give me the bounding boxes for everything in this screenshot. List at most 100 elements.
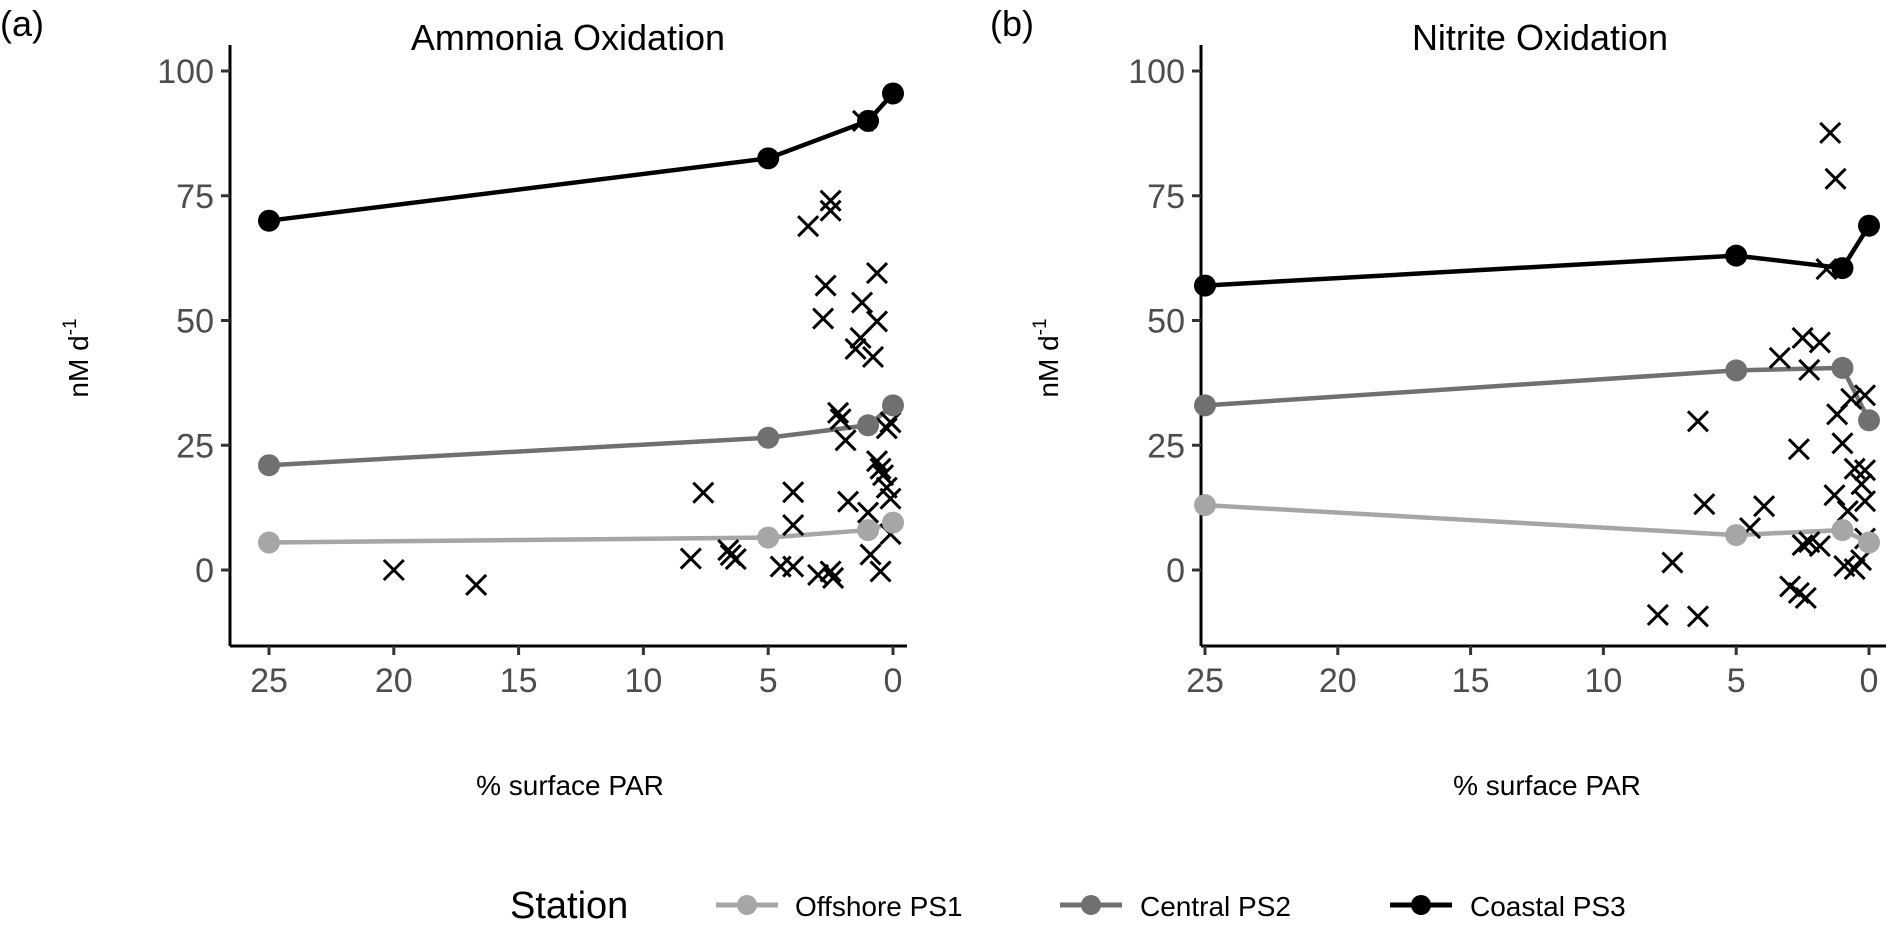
x-tick-label: 10 (1584, 662, 1622, 700)
legend-label: Offshore PS1 (795, 891, 963, 922)
y-axis-label: nM d-1 (1030, 318, 1064, 397)
y-tick-label: 100 (1128, 53, 1185, 91)
legend-title: Station (510, 885, 628, 927)
data-point-cross (1686, 410, 1710, 433)
y-tick-label: 50 (176, 303, 214, 341)
chart-title: Ammonia Oxidation (411, 17, 725, 58)
y-tick-label: 0 (195, 552, 214, 590)
legend-label: Central PS2 (1140, 891, 1291, 922)
series-line-offshore-ps1 (268, 520, 894, 545)
series-marker-coastal-ps3 (1725, 244, 1748, 267)
data-point-cross (849, 326, 872, 350)
series-marker-offshore-ps1 (1194, 494, 1216, 517)
data-point-cross (869, 457, 892, 480)
data-point-cross (819, 199, 842, 222)
series-marker-offshore-ps1 (757, 526, 780, 549)
legend-item-offshore: Offshore PS1 (716, 891, 963, 922)
x-tick-label: 15 (500, 662, 538, 700)
x-tick-label: 25 (250, 662, 288, 700)
legend-item-coastal: Coastal PS3 (1390, 891, 1626, 922)
data-point-cross (1798, 358, 1821, 381)
series-marker-central-ps2 (1194, 394, 1216, 417)
x-axis-label: % surface PAR (1453, 770, 1641, 801)
data-point-cross (719, 543, 742, 567)
data-point-cross (692, 481, 715, 504)
data-point-cross (837, 490, 860, 513)
data-point-cross (1661, 551, 1684, 574)
data-point-cross (782, 555, 805, 578)
panel-nitrite-oxidation: (b) Nitrite Oxidation % surface PAR nM d… (990, 3, 1886, 801)
data-point-cross (465, 573, 488, 597)
data-point-cross (819, 189, 842, 212)
series-marker-coastal-ps3 (258, 209, 280, 232)
series-marker-coastal-ps3 (1194, 274, 1216, 297)
x-tick-label: 20 (1319, 662, 1357, 700)
y-axis-label-text: nM d (63, 335, 94, 397)
x-tick-label: 25 (1186, 662, 1224, 700)
data-point-cross (869, 560, 892, 583)
data-point-cross (871, 464, 895, 487)
y-tick-label: 25 (1147, 427, 1185, 465)
data-point-cross (1646, 603, 1669, 626)
panel-label: (a) (0, 3, 44, 44)
data-point-cross (875, 417, 898, 440)
series-marker-coastal-ps3 (882, 82, 904, 105)
panel-label: (b) (990, 3, 1034, 44)
data-point-cross (819, 560, 842, 583)
series-marker-central-ps2 (757, 426, 780, 449)
data-point-cross (782, 514, 805, 537)
data-point-cross (1819, 121, 1842, 144)
chart-title: Nitrite Oxidation (1412, 17, 1668, 58)
data-point-cross (1686, 605, 1710, 628)
data-point-cross (822, 566, 845, 590)
data-point-cross (1753, 495, 1776, 518)
legend-label: Coastal PS3 (1470, 891, 1626, 922)
data-point-cross (1808, 331, 1831, 354)
data-point-cross (812, 307, 835, 330)
series-marker-central-ps2 (258, 454, 280, 477)
legend-key-marker (1081, 895, 1101, 915)
data-point-cross (850, 291, 874, 314)
series-marker-central-ps2 (1858, 409, 1880, 432)
series-marker-central-ps2 (1831, 356, 1854, 379)
series-marker-coastal-ps3 (1858, 214, 1880, 237)
series-marker-offshore-ps1 (258, 531, 280, 554)
data-point-cross (859, 543, 882, 566)
data-point-cross (879, 411, 902, 434)
data-point-cross (1840, 387, 1863, 410)
y-axis-label-text: nM d (1033, 335, 1064, 397)
panel-ammonia-oxidation: (a) Ammonia Oxidation % surface PAR nM d… (0, 3, 907, 801)
y-axis-label-superscript: -1 (60, 318, 81, 335)
data-point-cross (829, 408, 852, 431)
data-point-cross (844, 337, 867, 361)
series-marker-offshore-ps1 (1858, 531, 1880, 554)
y-axis-label: nM d-1 (60, 318, 94, 397)
y-tick-label: 75 (1147, 178, 1185, 216)
data-point-cross (861, 345, 885, 368)
data-point-cross (865, 450, 889, 473)
series-marker-central-ps2 (882, 394, 904, 417)
x-tick-label: 0 (1860, 662, 1879, 700)
legend-key-marker (737, 895, 757, 915)
x-tick-label: 0 (884, 662, 903, 700)
data-point-cross (856, 501, 880, 524)
x-tick-label: 15 (1452, 662, 1490, 700)
series-line-central-ps2 (1204, 365, 1872, 422)
data-point-cross (827, 401, 850, 424)
data-point-cross (1768, 346, 1791, 369)
series-line-coastal-ps3 (268, 91, 895, 223)
data-point-cross (1850, 473, 1873, 496)
legend: Station Offshore PS1 Central PS2 Coastal… (510, 885, 1626, 927)
data-point-cross (1791, 326, 1814, 350)
data-point-cross (1787, 438, 1810, 461)
series-marker-offshore-ps1 (1725, 524, 1748, 547)
data-point-cross (1823, 484, 1846, 507)
data-point-cross (1831, 432, 1854, 455)
x-tick-label: 20 (375, 662, 413, 700)
series-marker-coastal-ps3 (857, 109, 880, 132)
series-marker-central-ps2 (857, 414, 880, 437)
y-tick-label: 25 (176, 427, 214, 465)
y-tick-label: 0 (1166, 552, 1185, 590)
y-tick-label: 100 (157, 53, 214, 91)
